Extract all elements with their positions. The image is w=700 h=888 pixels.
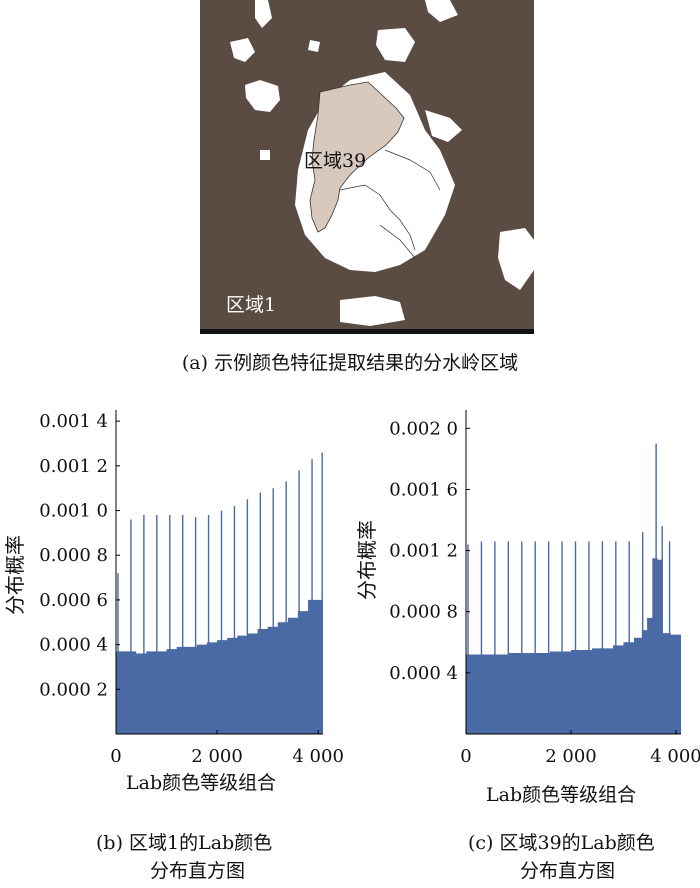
x-tick-label: 0 [460, 746, 471, 767]
white-island-small1 [260, 150, 270, 160]
watershed-region-map [200, 0, 534, 334]
y-tick-label: 0.000 6 [39, 590, 108, 611]
region-39-label: 区域39 [304, 146, 366, 173]
histogram-region-39: 0.000 4 0.000 8 0.001 2 0.001 6 0.002 0 0 2 00… [350, 400, 700, 810]
region-1-label: 区域1 [226, 290, 276, 317]
caption-b-line2: 分布直方图 [150, 856, 245, 883]
x-tick-label: 4 000 [292, 746, 344, 767]
y-axis-label: 分布概率 [355, 520, 379, 600]
y-tick-label: 0.000 8 [39, 545, 108, 566]
white-island-small2 [308, 40, 320, 52]
histogram-base-area [466, 558, 681, 734]
caption-c-line2: 分布直方图 [520, 856, 615, 883]
y-tick-label: 0.002 0 [389, 418, 458, 439]
x-tick-label: 0 [110, 746, 121, 767]
caption-c-line1: (c) 区域39的Lab颜色 [468, 828, 655, 855]
xlabel-c: Lab颜色等级组合 [486, 780, 636, 807]
x-tick-label: 2 000 [191, 746, 243, 767]
y-tick-label: 0.001 2 [389, 541, 458, 562]
x-tick-label: 4 000 [650, 746, 700, 767]
y-tick-label: 0.001 4 [39, 411, 108, 432]
x-tick-label: 2 000 [545, 746, 597, 767]
caption-b-line1: (b) 区域1的Lab颜色 [96, 828, 272, 855]
y-tick-label: 0.001 6 [389, 479, 458, 500]
y-tick-label: 0.000 2 [39, 679, 108, 700]
y-tick-label: 0.000 4 [389, 663, 458, 684]
y-tick-label: 0.000 4 [39, 635, 108, 656]
histogram-base-area [116, 591, 323, 734]
y-tick-label: 0.001 0 [39, 501, 108, 522]
histogram-region-1: 0.000 2 0.000 4 0.000 6 0.000 8 0.001 0 0.001… [0, 400, 350, 810]
y-axis-label: 分布概率 [3, 535, 27, 615]
y-tick-label: 0.001 2 [39, 456, 108, 477]
xlabel-b: Lab颜色等级组合 [126, 768, 276, 795]
y-tick-label: 0.000 8 [389, 602, 458, 623]
map-bottom-border [200, 329, 534, 334]
caption-a: (a) 示例颜色特征提取结果的分水岭区域 [0, 348, 700, 375]
